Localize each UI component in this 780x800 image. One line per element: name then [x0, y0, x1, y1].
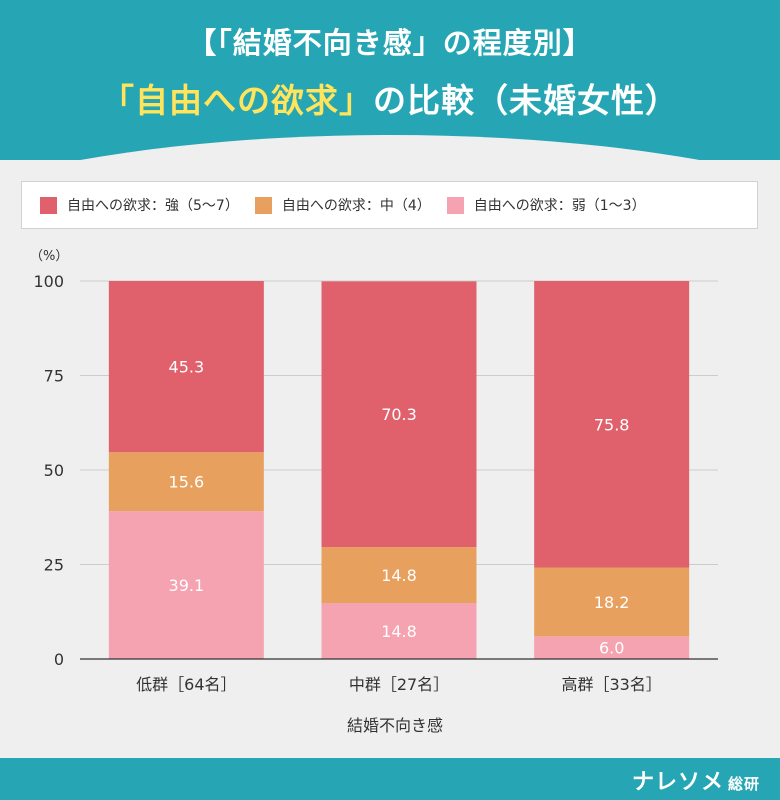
bar-segment: [108, 281, 264, 453]
x-axis-title: 結婚不向き感: [347, 716, 443, 735]
y-tick-label: 50: [44, 461, 64, 480]
y-tick-label: 100: [33, 272, 64, 291]
data-label: 39.1: [169, 576, 205, 595]
title-rest: の比較（未婚女性）: [373, 81, 679, 120]
data-label: 70.3: [381, 405, 417, 424]
brand-name: ナレソメ: [631, 770, 724, 795]
data-label: 6.0: [599, 639, 624, 658]
bar-segment: [534, 567, 690, 637]
y-tick-label: 0: [54, 650, 64, 669]
stacked-bar-chart: 39.1 15.6 45.3 14.8 14.8 70.3 6.0 18.2 75.8 0 25 5…: [30, 249, 718, 735]
x-tick-label: 高群［33名］: [561, 675, 661, 694]
data-label: 18.2: [594, 593, 630, 612]
legend-swatch-strong: [40, 196, 57, 214]
data-label: 14.8: [381, 566, 417, 585]
bar-segment: [321, 281, 477, 548]
data-label: 45.3: [169, 358, 205, 377]
header-arc: [0, 135, 780, 160]
axis-layer: 0 25 50 75 100 低群［64名］ 中群［27名］ 高群［33名］: [33, 272, 718, 694]
y-unit-label: （%）: [30, 249, 68, 264]
brand-suffix: 総研: [727, 775, 760, 793]
data-label: 75.8: [594, 415, 630, 434]
brand-logo: ナレソメ 総研: [632, 764, 760, 796]
legend-label-medium: 自由への欲求：中（4）: [281, 198, 431, 214]
chart-title-line1: 【「結婚不向き感」の程度別】: [187, 26, 593, 60]
legend-item-medium: 自由への欲求：中（4）: [254, 195, 431, 215]
x-tick-label: 中群［27名］: [349, 675, 449, 694]
legend-swatch-medium: [254, 196, 272, 214]
label-layer: 39.1 15.6 45.3 14.8 14.8 70.3 6.0 18.2 75.8: [169, 358, 630, 658]
legend: 自由への欲求：強（5〜7） 自由への欲求：中（4） 自由への欲求：弱（1〜3）: [21, 181, 758, 229]
legend-label-strong: 自由への欲求：強（5〜7）: [67, 198, 239, 214]
bar-segment: [534, 636, 690, 659]
title-highlight: 「自由への欲求」: [101, 81, 373, 120]
bar-layer: [108, 281, 690, 659]
legend-item-strong: 自由への欲求：強（5〜7）: [40, 195, 239, 215]
y-tick-label: 25: [44, 556, 64, 575]
bar-segment: [108, 452, 264, 512]
data-label: 14.8: [381, 622, 417, 641]
bar-segment: [321, 547, 477, 604]
bar-segment: [108, 511, 264, 659]
legend-item-weak: 自由への欲求：弱（1〜3）: [446, 195, 646, 215]
y-tick-label: 75: [44, 367, 64, 386]
chart-title-line2: 「自由への欲求」の比較（未婚女性）: [0, 74, 780, 122]
x-tick-label: 低群［64名］: [136, 675, 236, 694]
footer-bar: ナレソメ 総研: [0, 758, 780, 800]
legend-swatch-weak: [446, 196, 464, 214]
legend-label-weak: 自由への欲求：弱（1〜3）: [473, 198, 646, 214]
data-label: 15.6: [169, 473, 205, 492]
bar-segment: [321, 603, 477, 659]
header-banner: 【「結婚不向き感」の程度別】 「自由への欲求」の比較（未婚女性）: [0, 0, 780, 160]
bar-segment: [534, 281, 690, 568]
